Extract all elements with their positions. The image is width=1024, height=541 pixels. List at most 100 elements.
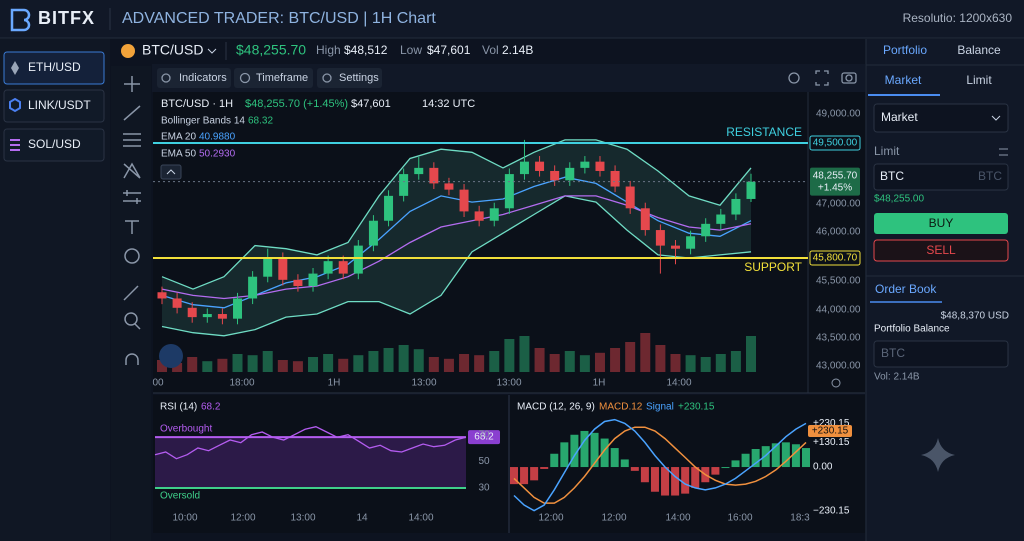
candle-body	[459, 189, 469, 212]
candle-body	[670, 245, 680, 249]
histogram-bar	[540, 467, 549, 469]
volume-bar	[428, 357, 439, 372]
volume-bar	[670, 354, 681, 372]
sell-button[interactable]	[873, 239, 1009, 262]
legend-name: Bollinger Bands 14	[161, 116, 245, 127]
candle-body	[625, 186, 635, 209]
collapse-button[interactable]	[160, 164, 182, 180]
ticker-pair[interactable]: BTC/USD	[142, 42, 203, 58]
volume-bar	[187, 357, 198, 372]
pair-button[interactable]	[3, 51, 105, 85]
buy-button[interactable]	[874, 213, 1008, 234]
volume-bar	[202, 361, 213, 372]
candle-body	[399, 174, 409, 196]
balance-input[interactable]	[873, 340, 1009, 368]
legend-name: EMA 20	[161, 132, 196, 143]
candle-body	[384, 195, 394, 221]
volume-bar	[504, 339, 515, 372]
histogram-bar	[510, 467, 518, 485]
amount-value: $48,255.00	[874, 194, 924, 205]
candle-body	[701, 223, 711, 237]
legend-name: Signal	[646, 402, 674, 413]
rsi-tag	[468, 430, 500, 445]
page-title: ADVANCED TRADER: BTC/USD | 1H Chart	[122, 10, 436, 27]
candle-body	[172, 298, 182, 308]
star-decoration	[921, 438, 955, 472]
vol-value: 2.14B	[502, 43, 533, 57]
candle-body	[353, 245, 363, 274]
pair-label: SOL/USD	[28, 137, 81, 151]
last-tag-label: +230.15	[812, 426, 849, 437]
volume-bar	[715, 354, 726, 372]
support-label: SUPPORT	[744, 260, 802, 274]
rsi-zone	[155, 437, 466, 488]
tab[interactable]: Balance	[957, 43, 1001, 57]
toolbar-button[interactable]	[317, 68, 382, 88]
histogram-bar	[590, 432, 599, 468]
volume-bar	[519, 336, 530, 372]
volume-bar	[323, 354, 334, 372]
legend-value: 40.9880	[199, 132, 236, 143]
book-value: $48,8,370 USD	[941, 311, 1009, 322]
candle-body	[414, 167, 424, 175]
order-book-tab[interactable]: Order Book	[875, 282, 937, 296]
eth-icon	[11, 61, 19, 75]
logo-badge	[159, 344, 183, 368]
pair-button[interactable]	[3, 128, 105, 162]
candle-body	[716, 214, 726, 224]
x-axis-label: 13:00	[411, 378, 436, 389]
x-axis-label: 12:00	[230, 513, 255, 524]
volume-bar	[564, 351, 575, 372]
last-tag	[808, 425, 852, 437]
tab[interactable]: Market	[885, 73, 922, 87]
volume-bar	[172, 363, 183, 372]
volume-bar	[413, 349, 424, 372]
histogram-bar	[650, 467, 659, 492]
y-tick-label: 50	[478, 456, 490, 467]
legend-value: +230.15	[678, 402, 715, 413]
volume-bar	[685, 355, 696, 372]
resistance-tag-label: 49,500.00	[813, 138, 858, 149]
histogram-bar	[520, 467, 529, 485]
toolbar-button[interactable]	[234, 68, 313, 88]
pair-button[interactable]	[3, 89, 105, 123]
swap-icon[interactable]	[999, 148, 1008, 156]
balance-input-text: BTC	[881, 346, 905, 360]
volume-bar	[262, 351, 273, 372]
x-axis-label: 12:00	[601, 513, 626, 524]
histogram-bar	[661, 467, 670, 496]
candle-body	[263, 258, 273, 277]
volume-bar	[292, 361, 303, 372]
tab[interactable]: Portfolio	[883, 43, 927, 57]
tool-column	[111, 66, 151, 541]
high-value: $48,512	[344, 43, 388, 57]
balance-label: Portfolio Balance	[874, 324, 950, 335]
candle-body	[640, 208, 650, 231]
candle-body	[746, 181, 756, 199]
candle-body	[489, 208, 499, 221]
rsi-panel	[153, 395, 508, 533]
y-tick-label: −230.15	[813, 505, 850, 516]
axis-settings[interactable]	[831, 378, 841, 388]
volume-bar	[277, 360, 288, 372]
x-axis-label: 1H	[328, 378, 341, 389]
toolbar-icons[interactable]	[161, 70, 857, 86]
x-axis-label: 14:00	[408, 513, 433, 524]
order-type-select[interactable]	[873, 103, 1009, 133]
resistance-tag	[809, 135, 861, 151]
drawing-tools[interactable]	[123, 76, 141, 365]
amount-input[interactable]	[873, 163, 1009, 191]
macd-title: MACD (12, 26, 9)	[517, 402, 595, 413]
tab[interactable]: Limit	[966, 73, 992, 87]
ema-line	[161, 195, 752, 300]
toolbar-button[interactable]	[157, 68, 231, 88]
volume-bar	[353, 355, 364, 372]
volume-bar	[640, 333, 651, 372]
limit-label: Limit	[874, 144, 900, 158]
histogram-bar	[761, 446, 770, 468]
histogram-bar	[691, 467, 700, 488]
volume-bar	[383, 348, 394, 372]
chevron	[166, 169, 176, 175]
chart-title: BTC/USD · 1H	[161, 98, 233, 110]
candle-body	[157, 292, 167, 299]
